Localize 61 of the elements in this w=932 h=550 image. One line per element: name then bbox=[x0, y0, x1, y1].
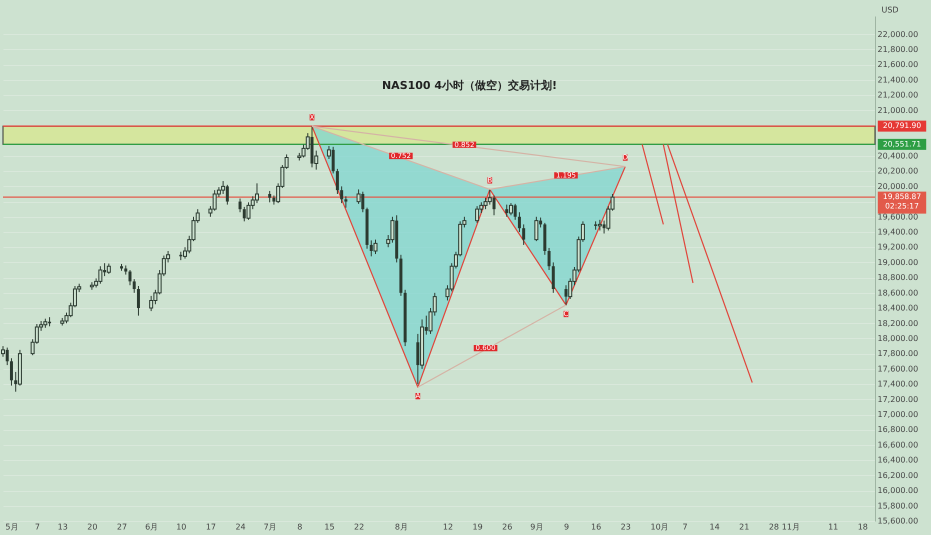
y-tick-label: 18,200.00 bbox=[878, 318, 918, 328]
x-tick-label: 27 bbox=[116, 522, 128, 532]
y-tick-label: 17,000.00 bbox=[878, 410, 918, 420]
y-tick-label: 16,000.00 bbox=[878, 486, 918, 496]
y-tick-label: 17,200.00 bbox=[878, 394, 918, 404]
x-tick-label: 8月 bbox=[394, 522, 408, 532]
x-tick-label: 7 bbox=[34, 522, 40, 532]
x-tick-label: 20 bbox=[87, 522, 98, 532]
y-tick-label: 22,000.00 bbox=[878, 30, 918, 39]
x-tick-label: 16 bbox=[591, 522, 602, 532]
x-tick-label: 17 bbox=[206, 522, 216, 532]
x-tick-label: 24 bbox=[235, 522, 246, 532]
x-tick-label: 8 bbox=[297, 522, 302, 532]
y-tick-label: 19,600.00 bbox=[878, 212, 918, 222]
x-tick-label: 10 bbox=[176, 522, 186, 532]
y-tick-label: 16,200.00 bbox=[878, 470, 918, 480]
y-axis-title: USD bbox=[882, 6, 899, 14]
x-tick-label: 7月 bbox=[264, 522, 277, 532]
y-tick-label: 17,400.00 bbox=[878, 380, 918, 389]
x-tick-label: 22 bbox=[354, 522, 364, 532]
x-tick-label: 11月 bbox=[782, 522, 800, 532]
x-tick-label: 15 bbox=[324, 522, 335, 532]
x-tick-label: 21 bbox=[739, 522, 750, 532]
y-tick-label: 19,000.00 bbox=[878, 258, 918, 267]
x-tick-label: 28 bbox=[768, 522, 779, 532]
y-tick-label: 18,600.00 bbox=[878, 288, 918, 298]
y-tick-label: 18,000.00 bbox=[878, 334, 918, 343]
y-tick-label: 21,600.00 bbox=[878, 60, 918, 70]
y-tick-label: 15,800.00 bbox=[878, 501, 918, 510]
y-tick-label: 18,800.00 bbox=[878, 273, 918, 282]
y-tick-label: 16,400.00 bbox=[878, 456, 918, 465]
y-tick-label: 20,200.00 bbox=[878, 166, 918, 176]
x-tick-label: 19 bbox=[472, 522, 483, 532]
x-tick-label: 14 bbox=[710, 522, 720, 532]
x-tick-label: 6月 bbox=[145, 522, 158, 532]
y-tick-label: 17,600.00 bbox=[878, 364, 918, 374]
x-tick-label: 10月 bbox=[650, 522, 669, 532]
x-tick-label: 26 bbox=[502, 522, 512, 532]
x-tick-label: 13 bbox=[58, 522, 68, 532]
x-tick-label: 12 bbox=[442, 522, 454, 532]
x-tick-label: 9 bbox=[564, 522, 570, 532]
x-tick-label: 9月 bbox=[530, 522, 544, 532]
y-tick-label: 21,200.00 bbox=[878, 90, 918, 100]
y-tick-label: 17,800.00 bbox=[878, 349, 918, 358]
y-tick-label: 16,800.00 bbox=[878, 425, 918, 434]
x-tick-label: 23 bbox=[620, 522, 631, 532]
y-tick-label: 19,400.00 bbox=[878, 227, 918, 236]
x-tick-label: 11 bbox=[828, 522, 838, 532]
y-tick-label: 20,400.00 bbox=[878, 151, 918, 160]
text: NAS100 4小时（做空）交易计划! bbox=[382, 79, 558, 92]
y-tick-label: 16,600.00 bbox=[878, 440, 918, 450]
y-tick-label: 18,400.00 bbox=[878, 304, 918, 313]
y-tick-label: 21,000.00 bbox=[878, 106, 918, 115]
x-tick-label: 7 bbox=[682, 522, 688, 532]
y-tick-label: 15,600.00 bbox=[878, 516, 918, 526]
x-tick-label: 18 bbox=[858, 522, 868, 532]
y-tick-label: 20,000.00 bbox=[878, 182, 918, 191]
x-tick-label: 5月 bbox=[5, 522, 19, 532]
y-tick-label: 21,800.00 bbox=[878, 44, 918, 54]
y-tick-label: 21,400.00 bbox=[878, 75, 918, 84]
y-tick-label: 19,200.00 bbox=[878, 242, 918, 252]
